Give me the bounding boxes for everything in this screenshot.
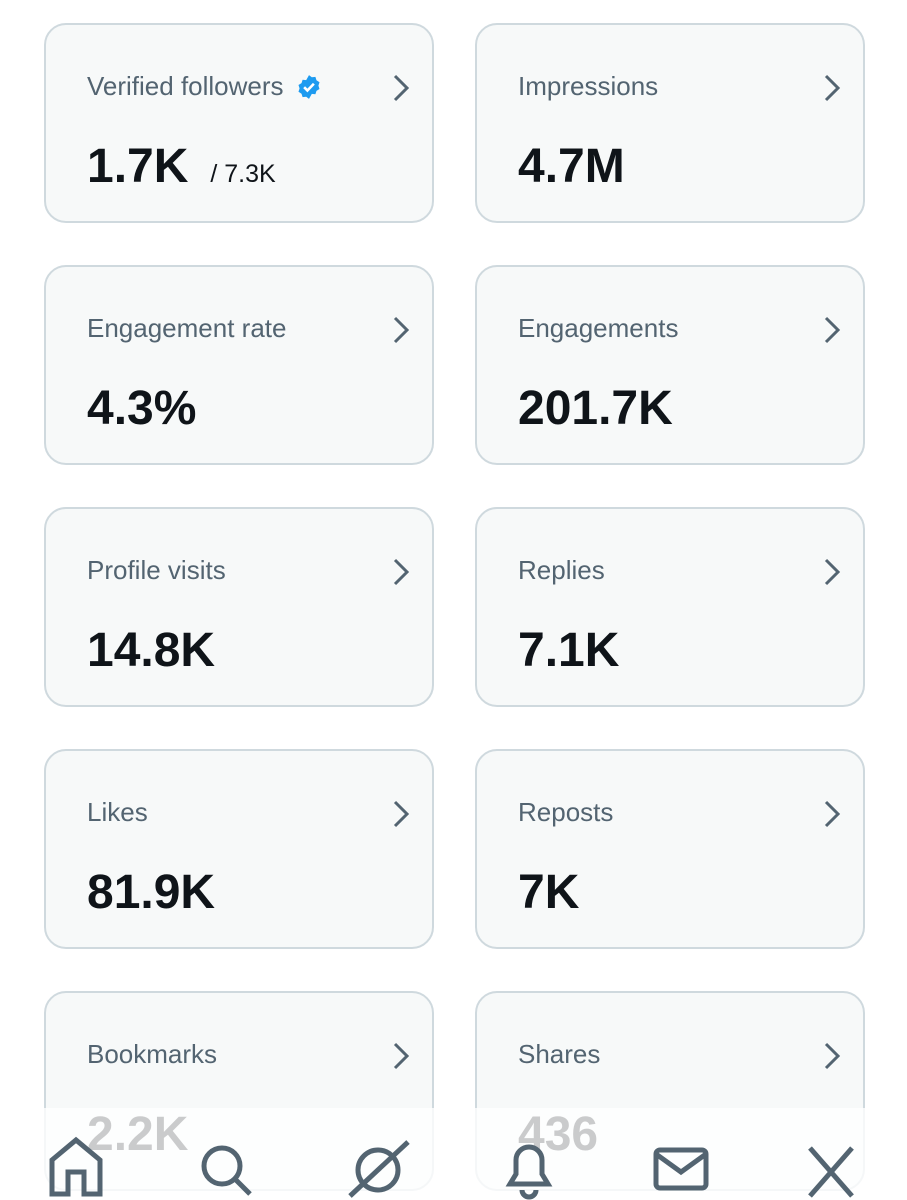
card-value: 201.7K — [518, 381, 673, 436]
chevron — [824, 800, 841, 828]
card-label-text: Shares — [518, 1039, 601, 1069]
chevron — [393, 316, 410, 344]
search-icon[interactable] — [201, 1145, 252, 1196]
stat-card[interactable]: Reposts 7K — [475, 749, 865, 949]
card-label: Replies — [518, 555, 605, 586]
chevron — [824, 558, 841, 586]
grok-icon[interactable] — [348, 1140, 410, 1198]
card-label-text: Replies — [518, 555, 605, 585]
notifications-icon[interactable] — [505, 1144, 553, 1200]
bottom-nav — [0, 1108, 907, 1200]
card-label-text: Reposts — [518, 797, 614, 827]
chevron — [393, 74, 410, 102]
card-value-text: 4.3% — [87, 382, 197, 435]
card-value-text: 14.8K — [87, 624, 216, 677]
stat-card[interactable]: Impressions 4.7M — [475, 23, 865, 223]
card-value-text: 1.7K — [87, 140, 189, 193]
card-label-text: Profile visits — [87, 555, 226, 585]
card-label: Reposts — [518, 797, 613, 828]
card-label: Profile visits — [87, 555, 226, 586]
card-value: 7K — [518, 865, 579, 920]
stat-card[interactable]: Likes 81.9K — [44, 749, 434, 949]
card-value: 7.1K — [518, 623, 619, 678]
card-label-text: Engagements — [518, 313, 679, 343]
chevron — [393, 558, 410, 586]
card-label: Bookmarks — [87, 1039, 217, 1070]
card-label: Likes — [87, 797, 148, 828]
card-value-text: 7K — [518, 866, 580, 919]
chevron — [824, 1042, 841, 1070]
stat-card[interactable]: Engagements 201.7K — [475, 265, 865, 465]
x-icon[interactable] — [808, 1146, 854, 1198]
card-value: 1.7K / 7.3K — [87, 139, 276, 194]
card-value-text: 81.9K — [87, 866, 216, 919]
card-label: Engagements — [518, 313, 678, 344]
card-value: 4.7M — [518, 139, 625, 194]
chevron — [824, 74, 841, 102]
card-label-text: Bookmarks — [87, 1039, 218, 1069]
stat-card[interactable]: Verified followers 1.7K / 7.3K — [44, 23, 434, 223]
home-icon[interactable] — [49, 1136, 103, 1197]
card-label-text: Likes — [87, 797, 148, 827]
card-label-text: Verified followers — [87, 71, 284, 101]
card-value-text: 7.1K — [518, 624, 620, 677]
card-sub-value: / 7.3K — [210, 160, 276, 188]
card-value: 4.3% — [87, 381, 196, 436]
card-label: Impressions — [518, 71, 658, 102]
card-label-text: Engagement rate — [87, 313, 287, 343]
chevron — [393, 800, 410, 828]
messages-icon[interactable] — [653, 1147, 709, 1191]
stat-card[interactable]: Replies 7.1K — [475, 507, 865, 707]
card-value: 14.8K — [87, 623, 215, 678]
card-value-text: 4.7M — [518, 140, 625, 193]
chevron — [824, 316, 841, 344]
card-value: 81.9K — [87, 865, 215, 920]
verified-badge — [298, 74, 320, 99]
card-value-text: 201.7K — [518, 382, 673, 435]
card-label-text: Impressions — [518, 71, 659, 101]
card-label: Engagement rate — [87, 313, 286, 344]
stat-card[interactable]: Engagement rate 4.3% — [44, 265, 434, 465]
stat-card[interactable]: Profile visits 14.8K — [44, 507, 434, 707]
card-label: Verified followers — [87, 71, 322, 102]
chevron — [393, 1042, 410, 1070]
card-label: Shares — [518, 1039, 600, 1070]
